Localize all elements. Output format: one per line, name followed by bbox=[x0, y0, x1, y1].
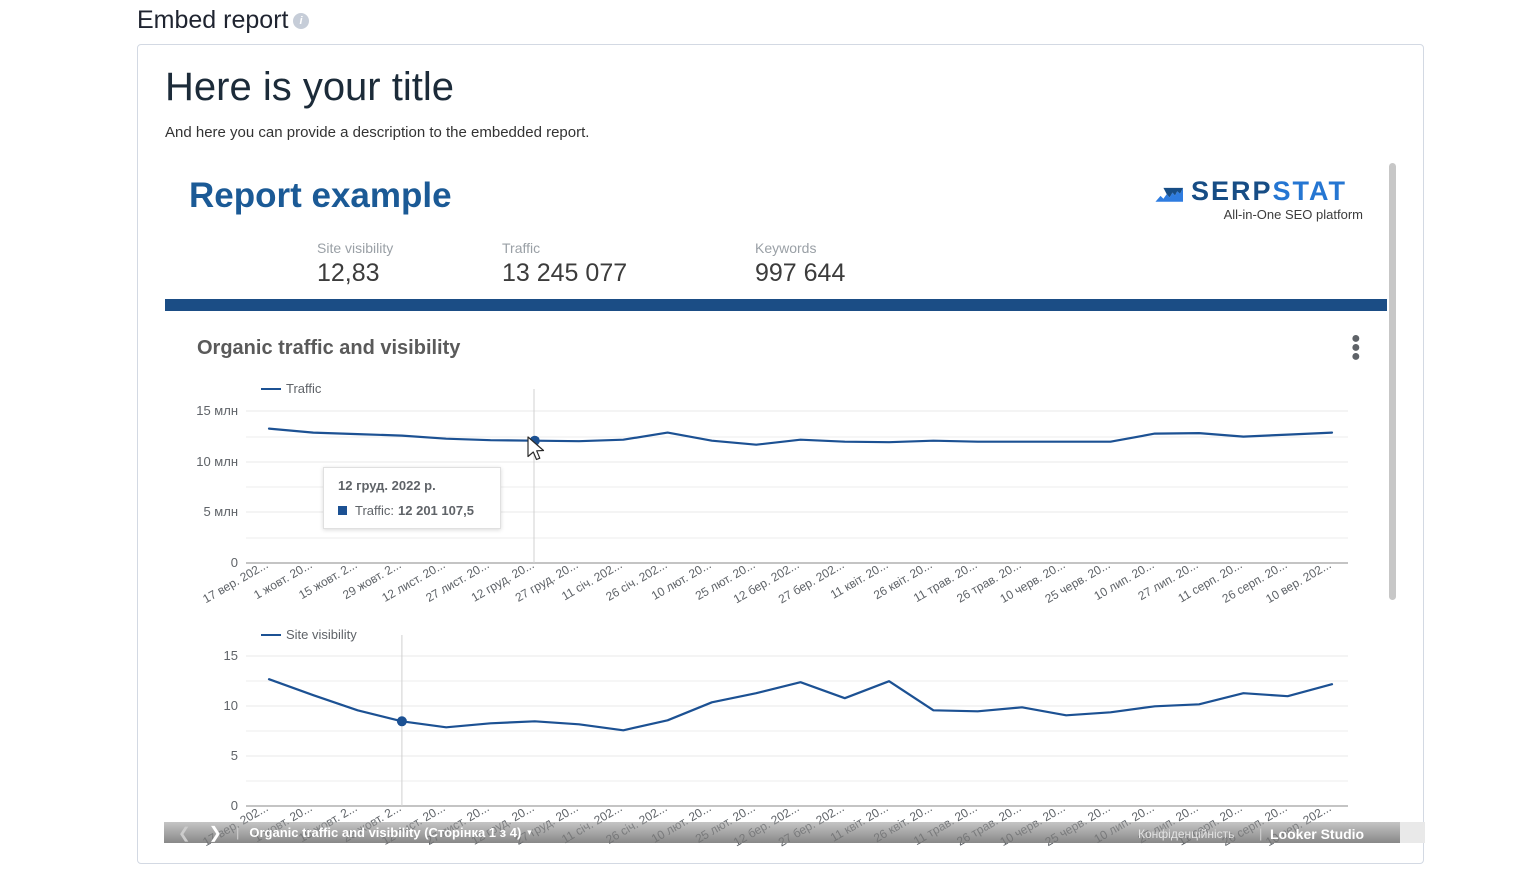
svg-text:Site visibility: Site visibility bbox=[286, 627, 357, 642]
svg-text:0: 0 bbox=[231, 798, 238, 813]
svg-text:15: 15 bbox=[224, 648, 238, 663]
svg-text:5: 5 bbox=[231, 748, 238, 763]
svg-text:10: 10 bbox=[224, 698, 238, 713]
